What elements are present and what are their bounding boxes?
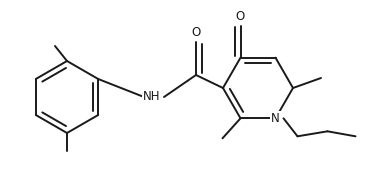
Text: N: N [271,112,280,125]
Text: NH: NH [143,91,161,103]
Text: O: O [236,10,245,23]
Text: O: O [191,26,201,40]
